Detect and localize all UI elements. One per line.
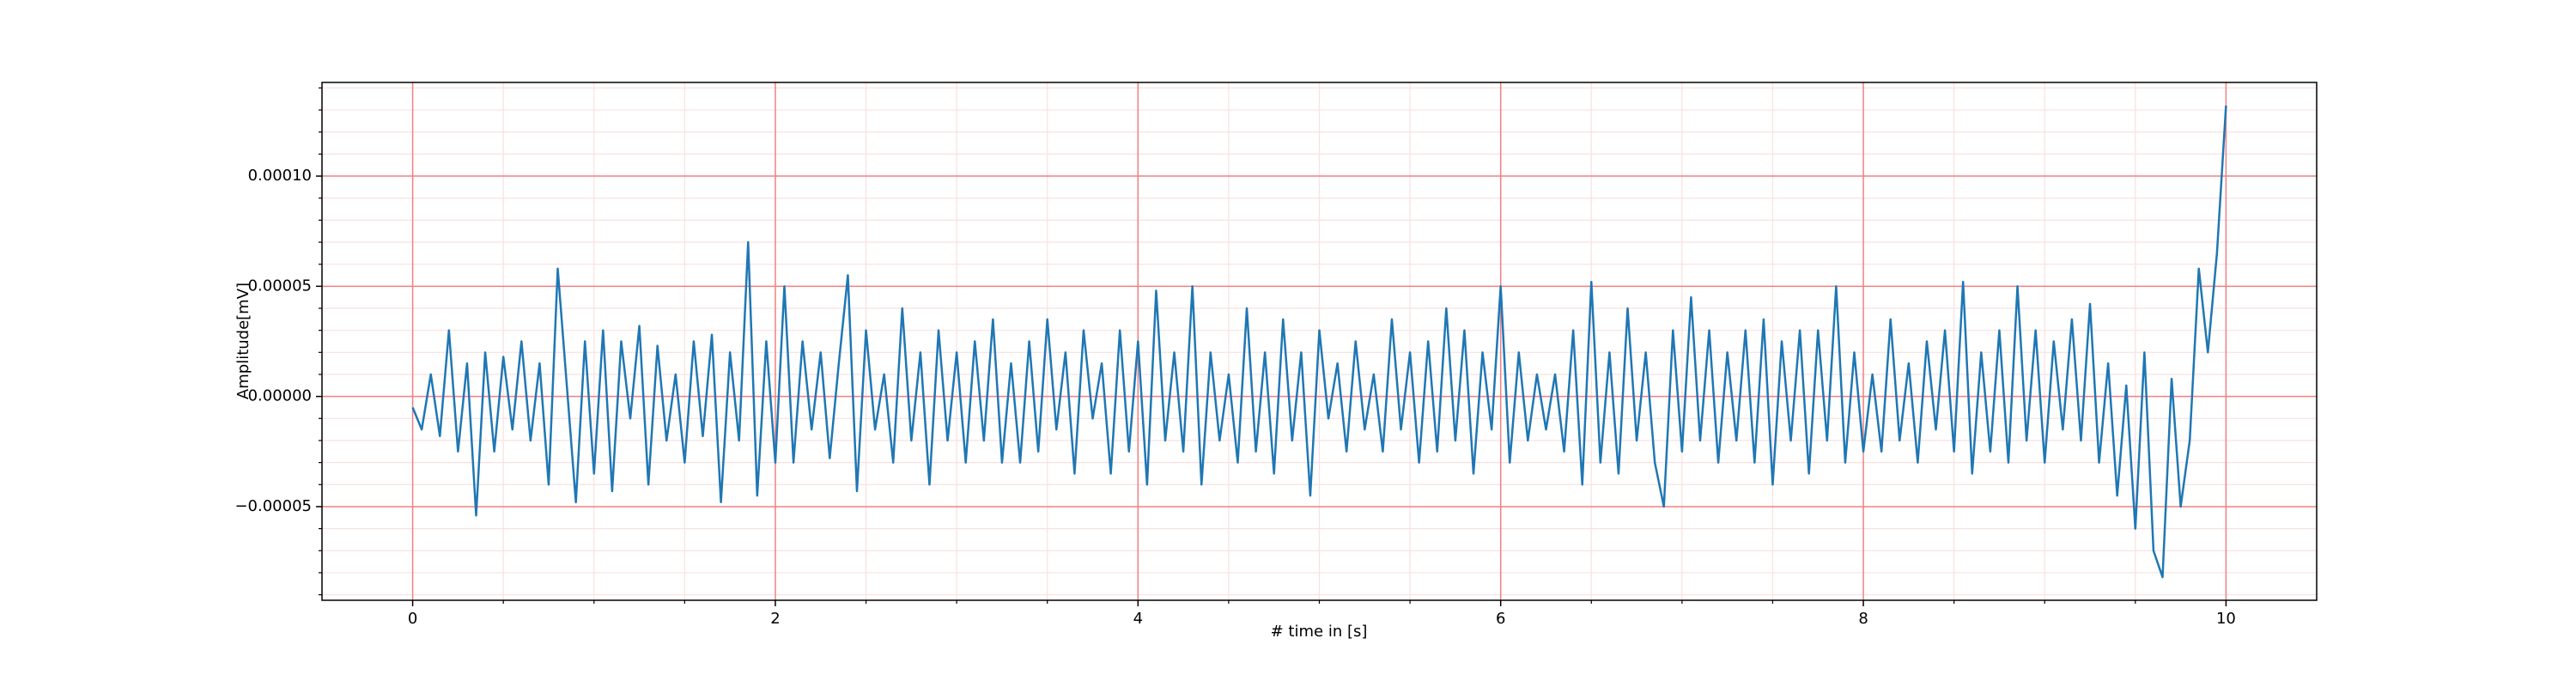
x-tick-label: 4	[1133, 610, 1143, 628]
plot-frame	[321, 82, 2318, 601]
y-tick-label: −0.00005	[234, 497, 312, 515]
y-axis-label: Amplitude[mV]	[234, 283, 252, 399]
x-tick-label: 0	[408, 610, 417, 628]
x-axis-label: # time in [s]	[1271, 623, 1368, 641]
series-line	[411, 105, 2227, 579]
y-tick-label: 0.00005	[248, 277, 312, 295]
x-tick-label: 6	[1496, 610, 1505, 628]
x-tick-label: 2	[770, 610, 780, 628]
x-tick-label: 10	[2216, 610, 2236, 628]
y-tick-label: 0.00000	[248, 387, 312, 405]
x-tick-label: 8	[1858, 610, 1868, 628]
y-tick-label: 0.00010	[248, 167, 312, 185]
